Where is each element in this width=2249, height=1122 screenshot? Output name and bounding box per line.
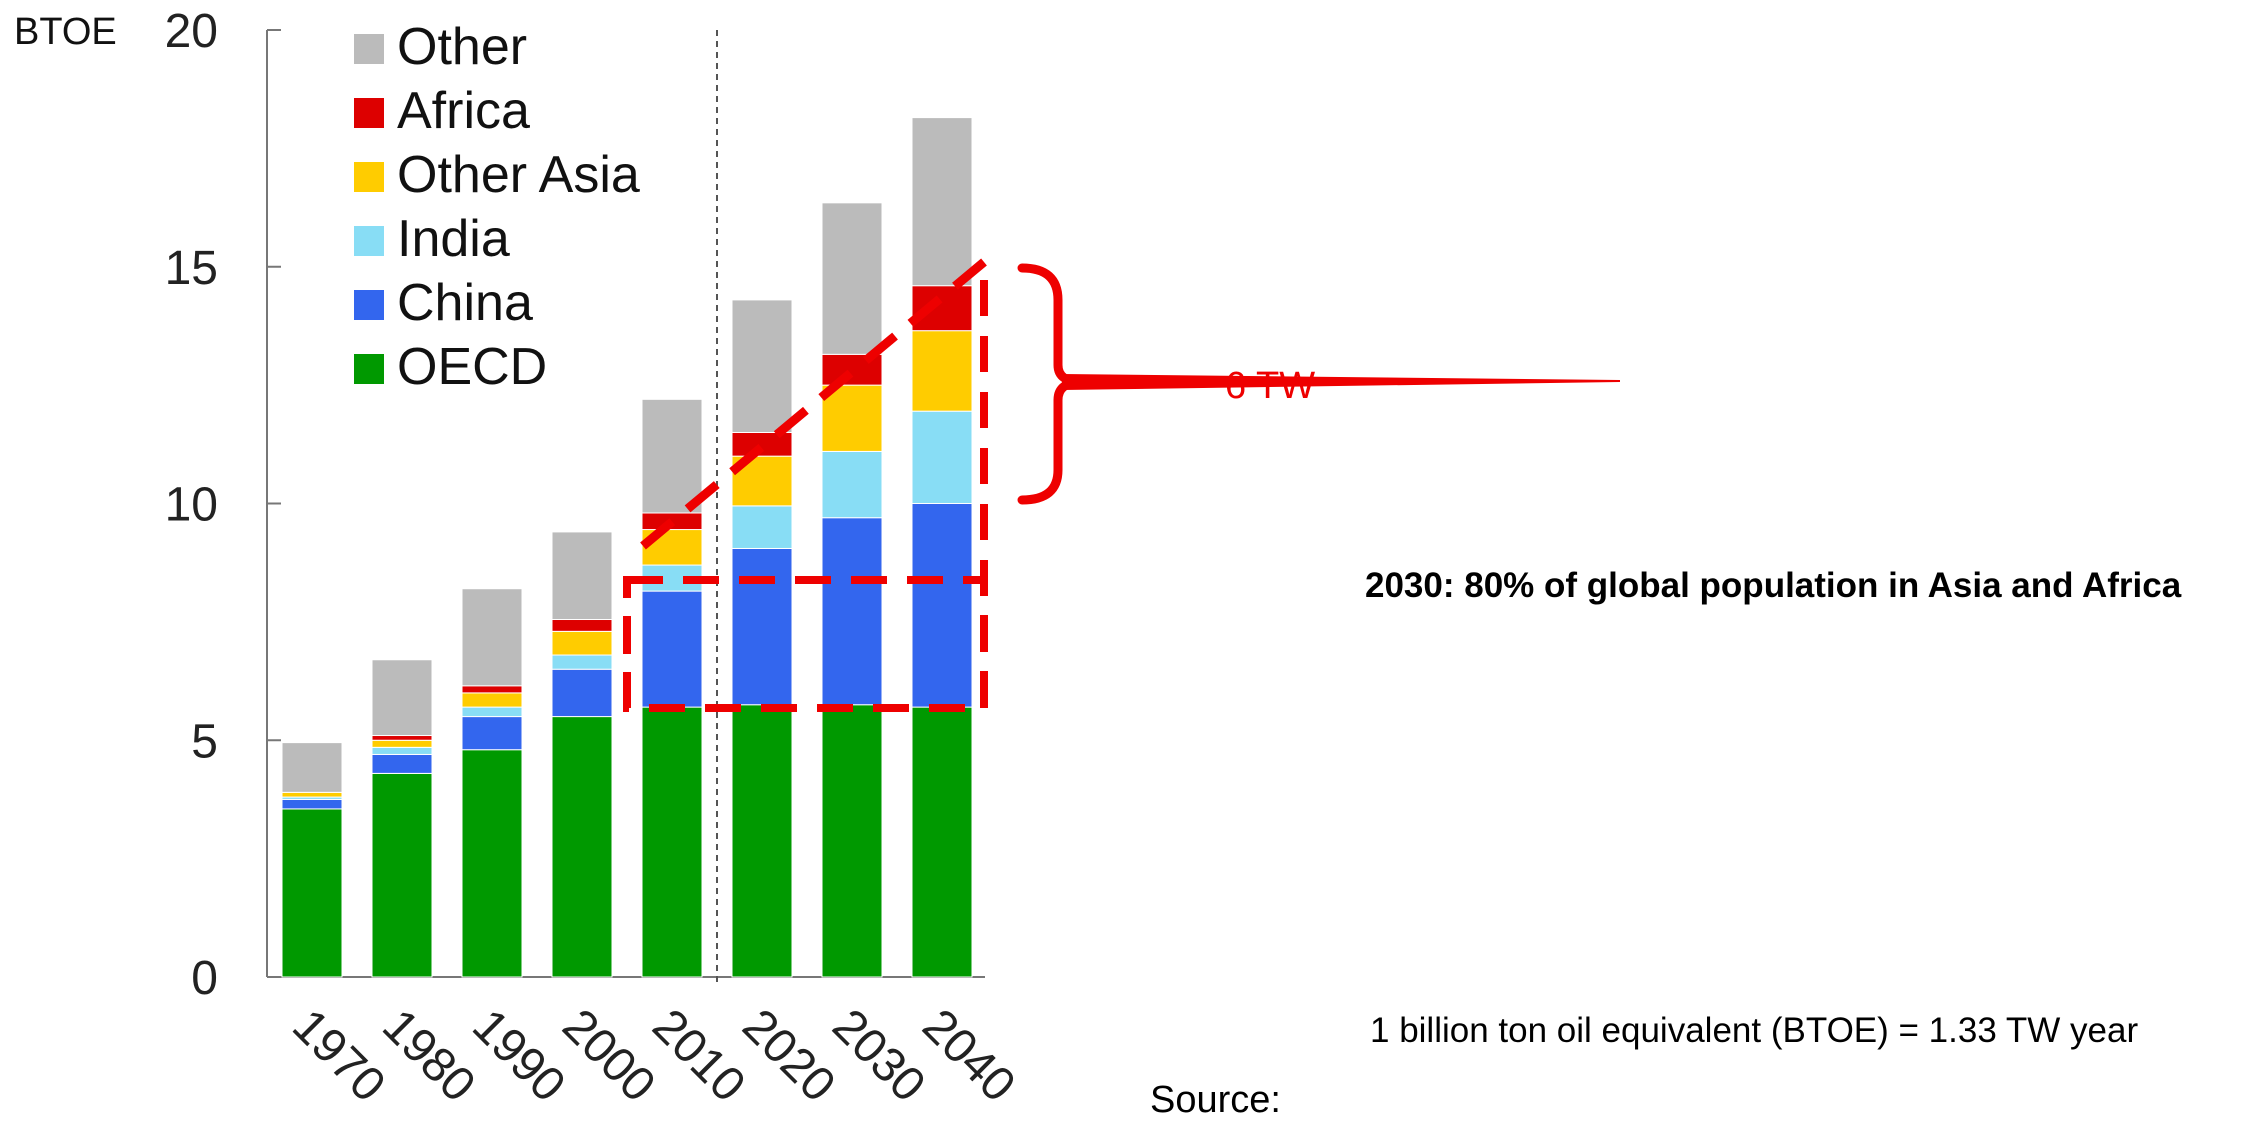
bar-segment-other-asia-1980	[371, 739, 433, 748]
bar-segment-other-asia-2000	[551, 630, 613, 656]
y-tick-label: 10	[165, 479, 218, 532]
y-axis-label: BTOE	[14, 11, 117, 53]
legend-swatch-other	[354, 34, 384, 64]
legend-label-china: China	[397, 274, 533, 332]
bar-segment-china-2040	[911, 503, 973, 708]
x-tick-label: 2020	[732, 999, 845, 1112]
x-tick-label: 1970	[282, 999, 395, 1112]
legend-swatch-other-asia	[354, 162, 384, 192]
x-tick-label: 2000	[552, 999, 665, 1112]
bar-segment-other-asia-1990	[461, 692, 523, 708]
y-tick-label: 5	[191, 715, 218, 768]
bar-segment-china-2030	[821, 517, 883, 706]
bracket-label: 6 TW	[1225, 365, 1315, 407]
bar-segment-china-1970	[281, 798, 343, 810]
x-tick-label: 1980	[372, 999, 485, 1112]
legend-label-africa: Africa	[397, 82, 530, 140]
bar-segment-china-2020	[731, 547, 793, 706]
legend-label-oecd: OECD	[397, 338, 547, 396]
growth-highlight-diagonal	[640, 258, 987, 550]
population-note: 2030: 80% of global population in Asia a…	[1365, 566, 2182, 605]
x-tick-label: 1990	[462, 999, 575, 1112]
bar-segment-other-2040	[911, 117, 973, 287]
bar-segment-oecd-2040	[911, 706, 973, 978]
bar-segment-other-asia-1970	[281, 791, 343, 798]
legend-swatch-china	[354, 290, 384, 320]
bar-segment-africa-2000	[551, 619, 613, 632]
y-tick-label: 0	[191, 952, 218, 1005]
bar-segment-africa-1980	[371, 735, 433, 741]
bar-segment-oecd-1980	[371, 772, 433, 978]
bar-segment-africa-1990	[461, 685, 523, 694]
bar-segment-india-2040	[911, 410, 973, 505]
legend-label-other-asia: Other Asia	[397, 146, 640, 204]
pointer-line	[1062, 374, 1620, 390]
bar-segment-china-1980	[371, 753, 433, 774]
bar-segment-china-2000	[551, 668, 613, 718]
bar-segment-india-1980	[371, 746, 433, 755]
bar-segment-other-asia-2040	[911, 330, 973, 412]
bar-segment-oecd-1970	[281, 808, 343, 978]
bar-segment-other-2010	[641, 398, 703, 514]
bar-segment-other-1970	[281, 742, 343, 793]
bar-segment-other-2020	[731, 299, 793, 433]
bar-segment-india-2000	[551, 654, 613, 670]
legend: Other Africa Other Asia India China OECD	[354, 18, 640, 396]
y-tick-label: 15	[165, 242, 218, 295]
btoe-conversion-note: 1 billion ton oil equivalent (BTOE) = 1.…	[1370, 1011, 2139, 1050]
bar-segment-india-2030	[821, 450, 883, 519]
bar-segment-other-1990	[461, 588, 523, 687]
source-note: Source:	[1150, 1079, 1281, 1121]
x-tick-label: 2010	[642, 999, 755, 1112]
legend-label-india: India	[397, 210, 510, 268]
bar-segment-china-2010	[641, 590, 703, 708]
bar-segment-oecd-2020	[731, 704, 793, 978]
bar-segment-oecd-1990	[461, 749, 523, 978]
x-tick-label: 2040	[912, 999, 1025, 1112]
x-tick-label: 2030	[822, 999, 935, 1112]
bar-segment-india-2020	[731, 505, 793, 549]
bar-segment-oecd-2030	[821, 704, 883, 978]
bar-segment-other-2030	[821, 202, 883, 355]
bar-segment-oecd-2010	[641, 706, 703, 978]
bar-segment-oecd-2000	[551, 716, 613, 978]
y-tick-label: 20	[165, 5, 218, 58]
legend-swatch-africa	[354, 98, 384, 128]
bar-segment-china-1990	[461, 716, 523, 751]
bars-layer	[281, 117, 973, 978]
bar-segment-other-1980	[371, 659, 433, 737]
bar-segment-india-1990	[461, 706, 523, 718]
legend-label-other: Other	[397, 18, 527, 76]
legend-swatch-oecd	[354, 354, 384, 384]
annotation-layer: 6 TW	[623, 258, 1620, 712]
bar-segment-africa-2040	[911, 285, 973, 332]
bar-segment-other-2000	[551, 531, 613, 621]
legend-swatch-india	[354, 226, 384, 256]
